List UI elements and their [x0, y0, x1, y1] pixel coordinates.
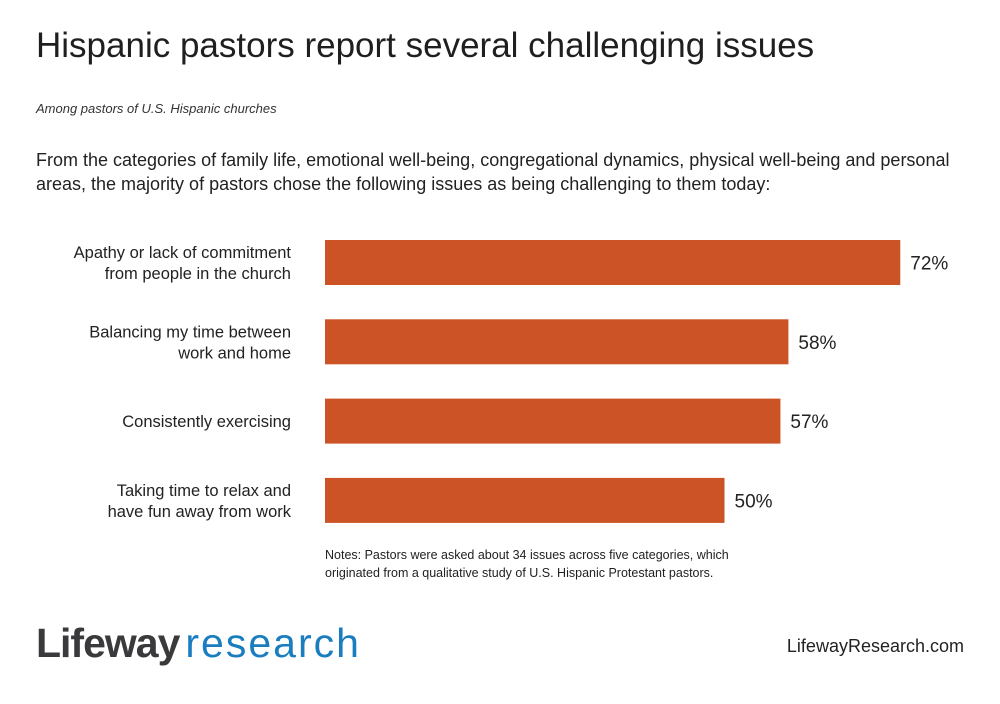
category-label-line: have fun away from work — [108, 503, 292, 521]
bar-0 — [325, 240, 901, 285]
lifeway-research-logo: Lifeway research — [36, 620, 361, 667]
logo-research: research — [185, 620, 361, 666]
data-label-0: 72% — [910, 254, 948, 275]
category-label-line: from people in the church — [105, 265, 291, 283]
category-label-3: Taking time to relax and have fun away fr… — [108, 482, 292, 521]
data-label-2: 57% — [790, 412, 828, 433]
category-label-line: Consistently exercising — [122, 413, 291, 431]
category-label-line: Balancing my time between — [89, 323, 291, 341]
chart-description: From the categories of family life, emot… — [36, 150, 950, 194]
category-label-line: Taking time to relax and — [117, 482, 291, 500]
bar-3 — [325, 477, 725, 523]
category-label-0: Apathy or lack of commitment from people … — [74, 244, 292, 283]
website-url: LifewayResearch.com — [786, 636, 964, 656]
category-label-line: work and home — [177, 344, 291, 362]
chart-title: Hispanic pastors report several challeng… — [36, 26, 815, 65]
data-label-3: 50% — [735, 491, 773, 512]
category-label-2: Consistently exercising — [122, 413, 291, 431]
chart-subtitle: Among pastors of U.S. Hispanic churches — [36, 101, 277, 116]
chart-notes: Notes: Pastors were asked about 34 issue… — [325, 548, 729, 580]
category-label-1: Balancing my time between work and home — [89, 323, 291, 362]
logo-lifeway: Lifeway — [36, 620, 180, 666]
bar-2 — [325, 398, 781, 444]
data-label-1: 58% — [798, 333, 836, 354]
category-label-line: Apathy or lack of commitment — [74, 244, 292, 262]
bar-1 — [325, 319, 789, 365]
